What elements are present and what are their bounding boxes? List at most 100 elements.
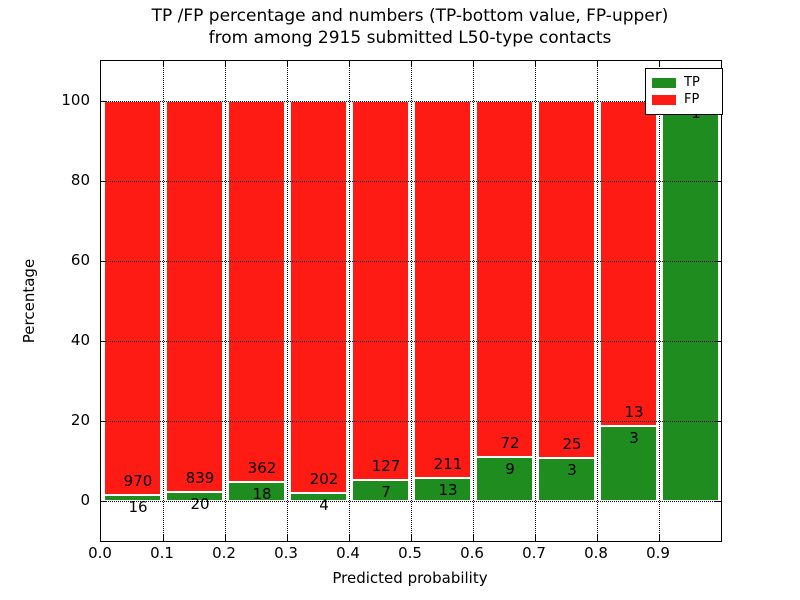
bar-label-fp: 839 [185,468,215,487]
v-gridline [225,61,226,541]
chart-title-line1: TP /FP percentage and numbers (TP-bottom… [151,6,669,26]
y-tick-mark-right [715,261,721,262]
bar-segment-fp [165,101,223,492]
bar-label-tp: 16 [128,497,148,516]
v-gridline [473,61,474,541]
x-tick-label: 0.4 [336,544,360,562]
bar-segment-fp [475,101,533,457]
bar-label-tp: 20 [190,494,210,513]
x-tick-mark-top [597,61,598,67]
y-tick-mark-right [715,501,721,502]
x-tick-mark-bottom [659,535,660,541]
v-gridline [287,61,288,541]
bar-segment-tp [599,426,657,501]
tp-color-swatch [652,78,676,88]
x-tick-label: 0.0 [88,544,112,562]
y-tick-mark-left [101,341,107,342]
bar-label-fp: 25 [562,435,582,454]
x-tick-label: 0.9 [646,544,670,562]
bar-segment-fp [103,101,161,495]
x-tick-mark-bottom [473,535,474,541]
bar-label-fp: 127 [371,457,401,476]
bar-segment-tp [103,494,161,501]
bar-segment-tp [475,456,533,501]
bar-segment-tp [165,491,223,501]
bar-segment-tp [661,101,719,501]
x-tick-mark-top [411,61,412,67]
y-tick-label: 100 [61,91,90,109]
fp-color-swatch [652,95,676,105]
y-tick-mark-right [715,181,721,182]
x-tick-label: 0.6 [460,544,484,562]
y-tick-label: 20 [70,411,90,429]
bar-label-fp: 202 [309,470,339,489]
bar-label-fp: 970 [123,471,153,490]
x-tick-mark-bottom [349,535,350,541]
x-tick-mark-top [349,61,350,67]
y-tick-mark-right [715,421,721,422]
x-axis-label: Predicted probability [332,569,488,587]
y-tick-mark-left [101,421,107,422]
v-gridline [349,61,350,541]
bar-label-fp: 362 [247,459,277,478]
legend-entry-tp: TP [652,75,716,91]
x-tick-mark-bottom [287,535,288,541]
bar-label-tp: 13 [438,480,458,499]
x-tick-mark-top [287,61,288,67]
x-tick-label: 0.5 [398,544,422,562]
legend-entry-fp: FP [652,92,716,108]
x-tick-mark-bottom [225,535,226,541]
x-tick-label: 0.1 [150,544,174,562]
y-tick-mark-left [101,261,107,262]
bar-label-tp: 7 [381,483,391,502]
v-gridline [597,61,598,541]
bar-segment-tp [413,477,471,501]
legend-label-fp: FP [684,92,700,107]
x-tick-mark-bottom [597,535,598,541]
bar-label-tp: 18 [252,485,272,504]
bar-label-fp: 13 [624,403,644,421]
x-tick-mark-top [535,61,536,67]
y-tick-label: 80 [70,171,90,189]
x-tick-mark-bottom [535,535,536,541]
bar-segment-fp [599,101,657,426]
plot-area: 97016839203621820241277211137292531331 T… [100,60,723,542]
bar-segment-fp [227,101,285,483]
x-tick-mark-bottom [163,535,164,541]
x-tick-label: 0.8 [584,544,608,562]
bar-segment-tp [537,458,595,501]
legend: TP FP [645,68,723,115]
bar-segment-tp [351,480,409,501]
bar-label-fp: 72 [500,433,520,452]
v-gridline [535,61,536,541]
v-gridline [659,61,660,541]
bar-segment-fp [537,101,595,459]
v-gridline [163,61,164,541]
y-tick-mark-left [101,101,107,102]
chart-title-line2: from among 2915 submitted L50-type conta… [208,28,612,48]
legend-label-tp: TP [684,75,700,90]
x-tick-label: 0.2 [212,544,236,562]
bar-label-tp: 9 [505,459,515,478]
y-tick-mark-left [101,501,107,502]
bar-label-tp: 3 [629,429,639,447]
y-tick-label: 40 [70,331,90,349]
bar-label-tp: 3 [567,461,577,480]
x-tick-label: 0.7 [522,544,546,562]
bar-label-tp: 4 [319,496,329,515]
chart-title: TP /FP percentage and numbers (TP-bottom… [100,5,720,49]
bar-segment-fp [289,101,347,494]
x-tick-mark-bottom [411,535,412,541]
bar-segment-tp [227,482,285,501]
x-tick-label: 0.3 [274,544,298,562]
bar-label-fp: 211 [433,454,463,473]
y-tick-label: 60 [70,251,90,269]
x-tick-mark-top [225,61,226,67]
bar-segment-tp [289,493,347,501]
y-tick-mark-right [715,341,721,342]
y-tick-label: 0 [80,491,90,509]
v-gridline [411,61,412,541]
bar-segment-fp [351,101,409,481]
y-axis-label: Percentage [20,258,38,344]
